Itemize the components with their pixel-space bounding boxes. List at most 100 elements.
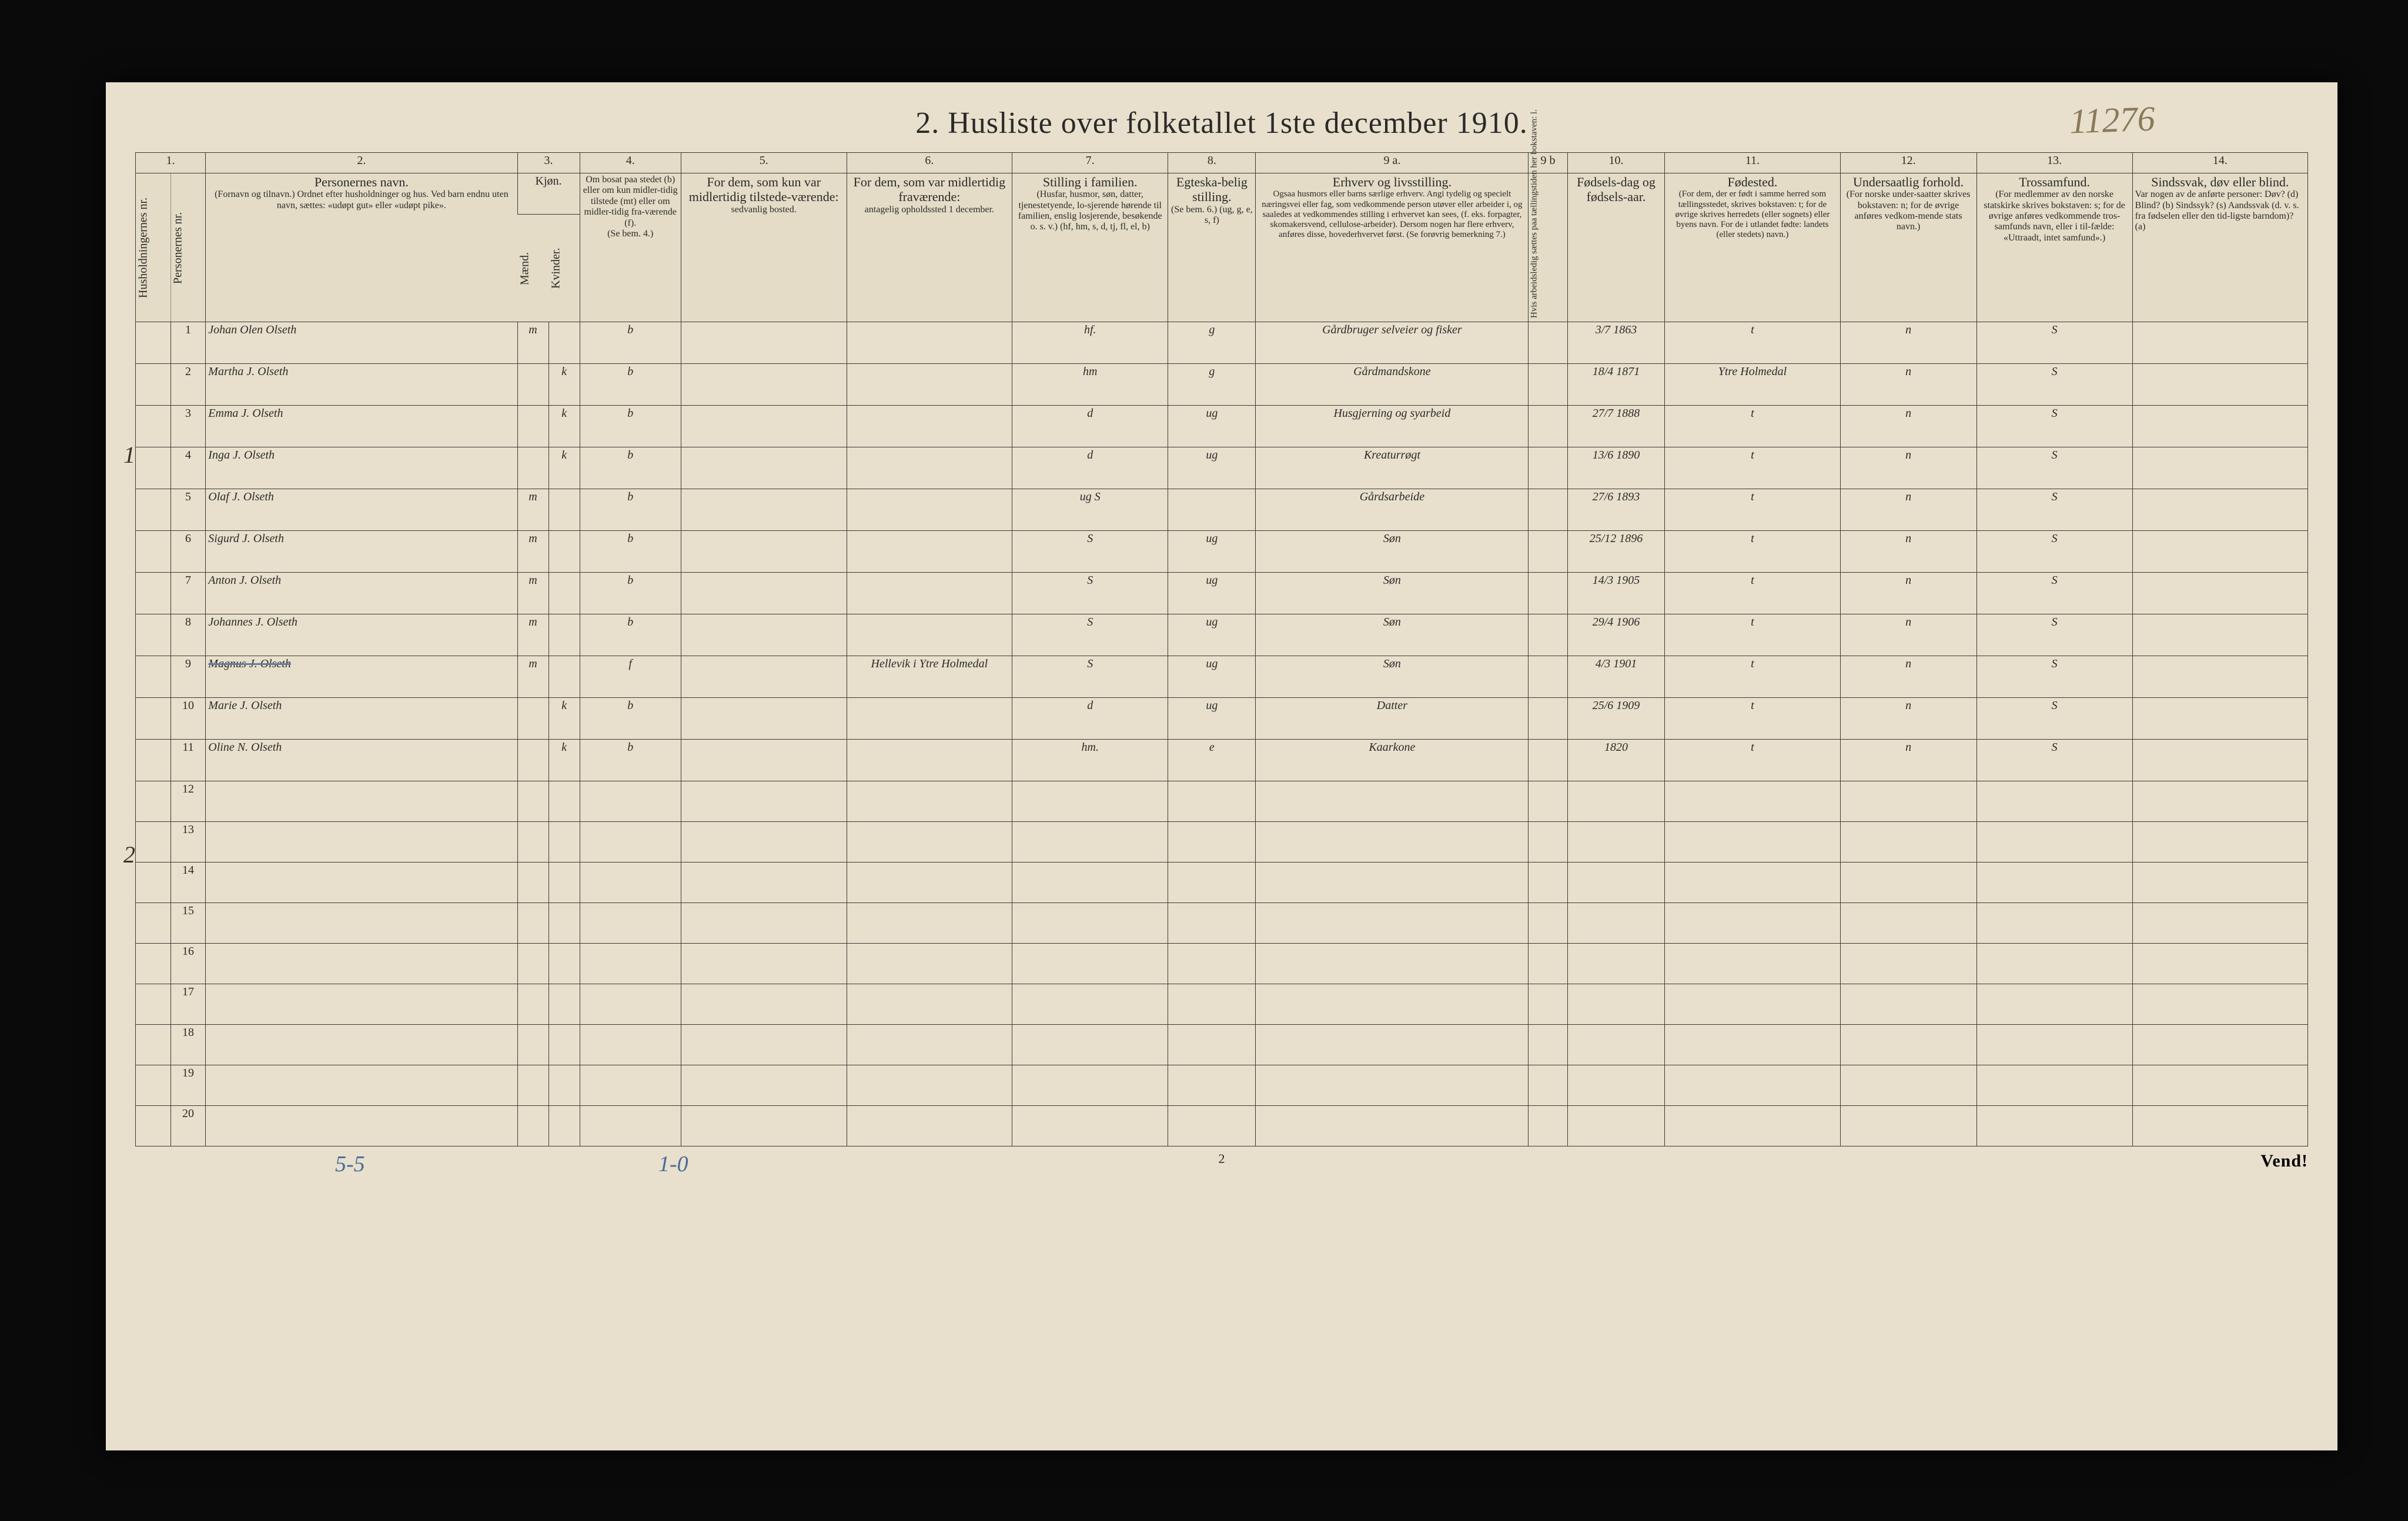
cell-empty [847,944,1012,984]
cell-religion: S [1976,364,2132,406]
cell-religion: S [1976,698,2132,740]
cell-residence: b [580,406,681,447]
cell-residence: b [580,698,681,740]
cell-temp-absent [847,614,1012,656]
cell-empty [681,984,847,1025]
colnum-4: 4. [580,153,681,173]
cell-religion: S [1976,489,2132,531]
cell-empty [1168,863,1256,903]
cell-occupation: Husgjerning og syarbeid [1256,406,1529,447]
cell-nationality: n [1840,322,1976,364]
cell-household-nr [136,406,171,447]
cell-empty [1529,822,1567,863]
cell-birthdate: 1820 [1567,740,1665,781]
table-row: 11Oline N. Olsethkbhm.eKaarkone1820tnS [136,740,2308,781]
cell-disability [2132,406,2307,447]
table-row: 6Sigurd J. OlsethmbSugSøn25/12 1896tnS [136,531,2308,573]
document-page: 2. Husliste over folketallet 1ste decemb… [106,82,2337,1450]
cell-empty [1256,822,1529,863]
cell-empty [580,822,681,863]
hdr-nationality-title: Undersaatlig forhold. [1843,175,1974,189]
hdr-disability-sub: Var nogen av de anførte personer: Døv? (… [2135,189,2305,233]
cell-empty [1012,1025,1168,1065]
cell-marital: ug [1168,447,1256,489]
cell-empty [2132,1106,2307,1146]
cell-disability [2132,573,2307,614]
cell-empty [1012,903,1168,944]
cell-empty [1976,1065,2132,1106]
cell-temp-present [681,740,847,781]
cell-empty [1168,1065,1256,1106]
cell-empty [517,903,549,944]
cell-family-position: S [1012,531,1168,573]
cell-sex-k [549,489,580,531]
cell-empty [1567,1106,1665,1146]
cell-nationality: n [1840,740,1976,781]
cell-empty [1976,822,2132,863]
cell-birthplace: t [1665,447,1840,489]
hdr-religion-title: Trossamfund. [1979,175,2130,189]
cell-name: Inga J. Olseth [206,447,517,489]
cell-name: Emma J. Olseth [206,406,517,447]
cell-empty [2132,863,2307,903]
cell-empty [1567,781,1665,822]
table-row: 2Martha J. OlsethkbhmgGårdmandskone18/4 … [136,364,2308,406]
cell-nationality: n [1840,489,1976,531]
hdr-religion: Trossamfund. (For medlemmer av den norsk… [1976,173,2132,322]
cell-nationality: n [1840,614,1976,656]
cell-empty [1567,1065,1665,1106]
cell-empty [517,863,549,903]
table-row-empty: 15 [136,903,2308,944]
hdr-temp-absent: For dem, som var midlertidig fraværende:… [847,173,1012,322]
table-row-empty: 16 [136,944,2308,984]
cell-empty [1840,944,1976,984]
cell-empty [580,863,681,903]
cell-sex-m [517,364,549,406]
cell-unemployed [1529,406,1567,447]
cell-empty [206,1065,517,1106]
cell-occupation: Gårdsarbeide [1256,489,1529,531]
cell-unemployed [1529,322,1567,364]
hdr-sex-female: Kvinder. [549,215,580,322]
cell-person-nr: 7 [170,573,206,614]
cell-religion: S [1976,406,2132,447]
hdr-name: Personernes navn. (Fornavn og tilnavn.) … [206,173,517,322]
cell-family-position: d [1012,447,1168,489]
hdr-birthplace-sub: (For dem, der er født i samme herred som… [1667,189,1837,240]
cell-residence: b [580,740,681,781]
table-row: 7Anton J. OlsethmbSugSøn14/3 1905tnS [136,573,2308,614]
cell-empty [1840,903,1976,944]
hdr-residence-text: Om bosat paa stedet (b) eller om kun mid… [583,175,678,229]
cell-sex-m: m [517,573,549,614]
cell-temp-absent [847,322,1012,364]
cell-empty [2132,1025,2307,1065]
cell-empty [1256,1065,1529,1106]
cell-occupation: Kaarkone [1256,740,1529,781]
cell-household-nr [136,903,171,944]
cell-household-nr [136,614,171,656]
cell-name: Martha J. Olseth [206,364,517,406]
cell-marital: g [1168,364,1256,406]
cell-empty [1567,1025,1665,1065]
cell-temp-absent [847,573,1012,614]
cell-person-nr: 5 [170,489,206,531]
cell-residence: b [580,614,681,656]
cell-empty [1665,903,1840,944]
hdr-sex-title: Kjøn. [517,173,580,215]
hdr-disability: Sindssvak, døv eller blind. Var nogen av… [2132,173,2307,322]
table-row: 10Marie J. OlsethkbdugDatter25/6 1909tnS [136,698,2308,740]
cell-occupation: Gårdmandskone [1256,364,1529,406]
cell-name: Marie J. Olseth [206,698,517,740]
cell-empty [681,944,847,984]
cell-empty [2132,903,2307,944]
cell-empty [1012,822,1168,863]
hdr-residence-foot: (Se bem. 4.) [583,229,678,239]
cell-sex-m: m [517,614,549,656]
cell-empty [517,1106,549,1146]
cell-nationality: n [1840,364,1976,406]
cell-empty [1012,781,1168,822]
cell-religion: S [1976,322,2132,364]
cell-family-position: S [1012,614,1168,656]
header-row: Husholdningernes nr. Personernes nr. Per… [136,173,2308,215]
hdr-occupation: Erhverv og livsstilling. Ogsaa husmors e… [1256,173,1529,322]
